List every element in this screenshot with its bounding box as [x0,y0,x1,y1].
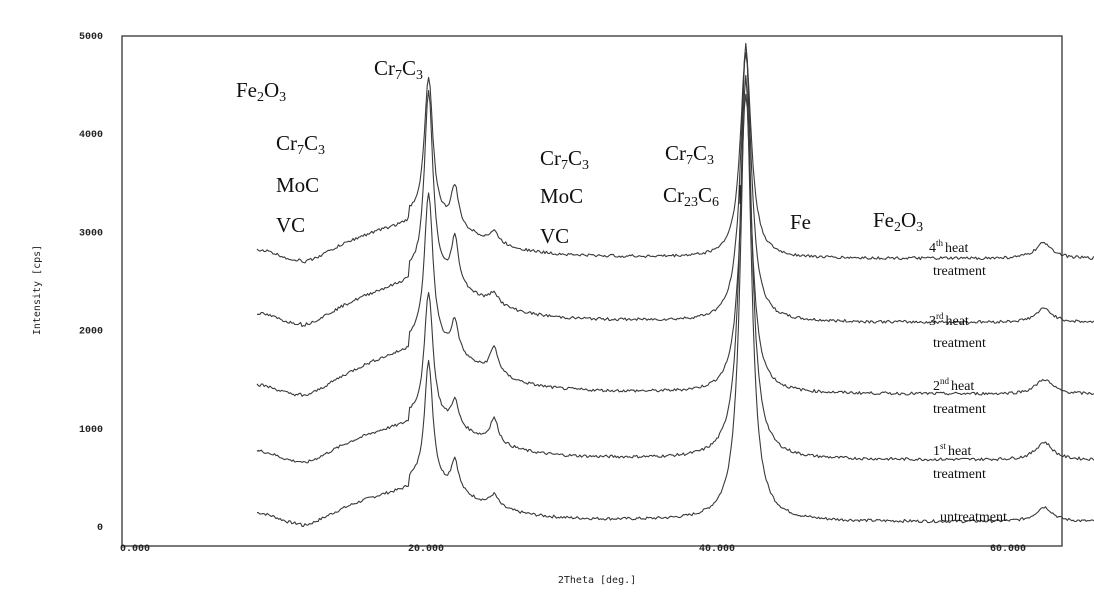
annot-group63-line2: MoC [540,184,583,208]
annot-group63-line1: Cr7C3 [540,146,589,173]
series-lines [256,42,1094,527]
x-tick-labels: 0.00020.00040.00060.00080.000100.000120.… [120,544,1026,555]
x-tick-label: 40.000 [699,544,735,555]
curve-label-3rd-line2: treatment [933,336,986,351]
curve-labels: 4th heat treatment 3rd heat treatment 2nd h… [929,238,1007,525]
annot-group20-line2: MoC [276,173,319,197]
annot-fe: Fe [790,210,811,234]
series-line-0 [256,74,1094,527]
annot-group80-line1: Cr7C3 [665,141,714,168]
x-tick-label: 60.000 [990,544,1026,555]
series-line-4 [256,51,1094,264]
y-tick-label: 0 [97,523,103,534]
annot-group20-line3: VC [276,213,305,237]
series-line-3 [256,52,1094,328]
peak-annotations: Fe2O3 Cr7C3 Cr7C3 MoC VC Cr7C3 MoC VC Cr… [236,56,923,248]
curve-label-4th-line1: 4th heat [929,238,968,256]
curve-label-2nd-line1: 2nd heat [933,376,974,394]
curve-label-2nd-line2: treatment [933,402,986,417]
series-line-1 [256,42,1094,464]
curve-label-3rd-line1: 3rd heat [929,311,969,329]
y-tick-label: 1000 [79,425,103,436]
y-axis-title: Intensity [cps] [32,245,43,335]
curve-label-untreatment: untreatment [940,510,1007,525]
annot-group20-line1: Cr7C3 [276,131,325,158]
y-tick-labels: 0 1000 2000 3000 4000 5000 [79,32,103,534]
annot-cr7c3-top: Cr7C3 [374,56,423,83]
y-tick-label: 3000 [79,228,103,239]
annot-fe2o3-left: Fe2O3 [236,78,286,105]
annot-fe2o3-right: Fe2O3 [873,208,923,235]
x-tick-label: 0.000 [120,544,150,555]
annot-group63-line3: VC [540,224,569,248]
series-line-2 [256,93,1094,397]
curve-label-1st-line2: treatment [933,467,986,482]
x-axis-title: 2Theta [deg.] [558,575,636,586]
curve-label-1st-line1: 1st heat [933,441,971,459]
y-tick-label: 5000 [79,32,103,43]
x-tick-label: 20.000 [408,544,444,555]
y-tick-label: 2000 [79,327,103,338]
annot-group80-line2: Cr23C6 [663,183,719,210]
curve-label-4th-line2: treatment [933,264,986,279]
plot-frame [121,35,1063,547]
y-tick-label: 4000 [79,130,103,141]
